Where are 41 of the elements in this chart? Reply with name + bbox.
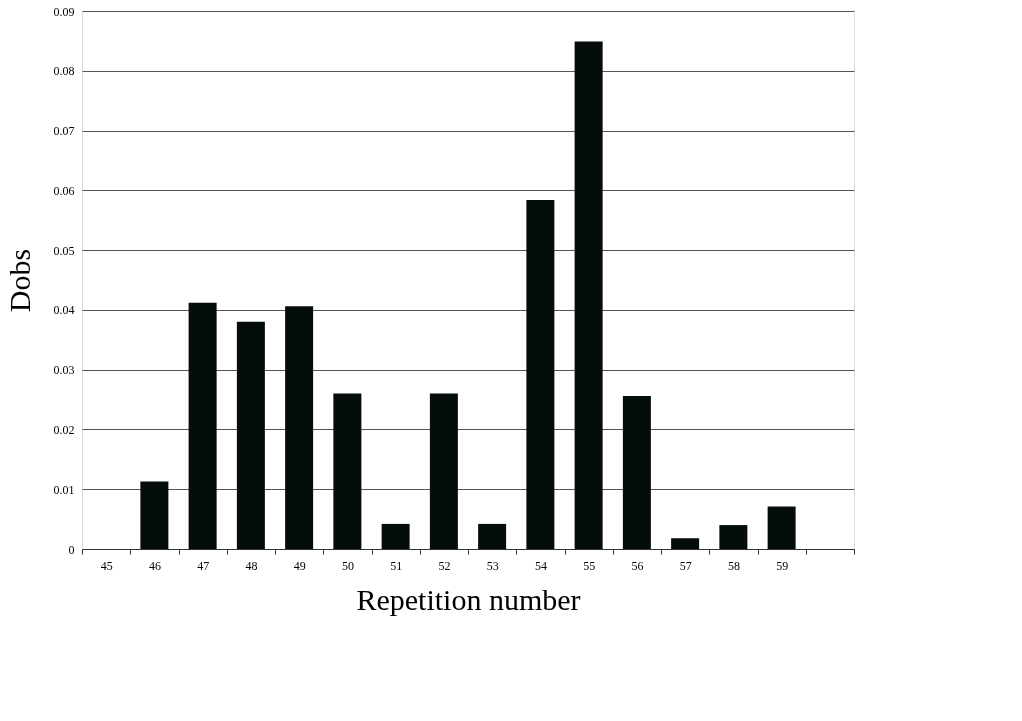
bar <box>188 302 217 549</box>
bar <box>671 538 700 549</box>
x-tick-label: 50 <box>341 558 354 573</box>
bar <box>429 393 458 549</box>
x-tick-label: 48 <box>245 558 258 573</box>
x-axis-title: Repetition number <box>356 582 581 616</box>
bar <box>381 523 410 549</box>
bar <box>478 523 507 549</box>
y-tick-label: 0.08 <box>53 64 75 79</box>
y-tick-label: 0.07 <box>53 124 75 139</box>
y-tick-label: 0.03 <box>53 363 75 378</box>
x-tick-label: 56 <box>631 558 644 573</box>
bar <box>285 306 314 549</box>
x-tick-label: 55 <box>583 558 596 573</box>
x-tick-label: 58 <box>727 558 740 573</box>
bar <box>767 506 796 549</box>
bar <box>140 481 169 549</box>
y-tick-label: 0.02 <box>53 422 75 437</box>
x-tick-label: 49 <box>293 558 306 573</box>
x-tick-label: 52 <box>438 558 451 573</box>
x-tick-label: 57 <box>679 558 692 573</box>
x-tick-label: 45 <box>100 558 113 573</box>
bar <box>333 393 362 549</box>
bar <box>236 321 265 549</box>
y-tick-label: 0 <box>68 542 75 557</box>
y-axis-title: Dobs <box>2 248 36 313</box>
y-tick-label: 0.09 <box>53 4 75 19</box>
bar <box>526 199 555 549</box>
bar <box>622 395 651 549</box>
y-tick-label: 0.05 <box>53 243 75 258</box>
y-tick-label: 0.04 <box>53 303 75 318</box>
x-tick-label: 46 <box>148 558 161 573</box>
bar <box>719 525 748 549</box>
x-tick-label: 59 <box>776 558 789 573</box>
y-tick-label: 0.06 <box>53 183 75 198</box>
x-tick-label: 47 <box>197 558 210 573</box>
x-tick-label: 51 <box>390 558 403 573</box>
x-tick-label: 54 <box>534 558 547 573</box>
bar <box>574 41 603 549</box>
y-tick-label: 0.01 <box>53 482 75 497</box>
x-tick-label: 53 <box>486 558 499 573</box>
